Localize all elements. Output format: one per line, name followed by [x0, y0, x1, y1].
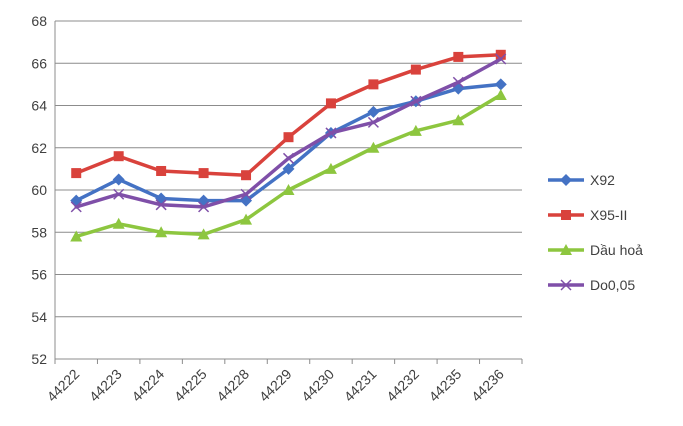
marker-stroke	[452, 76, 464, 88]
x-tick-label: 44225	[171, 366, 210, 405]
legend-marker	[561, 210, 571, 220]
marker-stroke	[410, 95, 422, 107]
series-X95-II	[71, 49, 506, 181]
data-point	[410, 64, 421, 75]
y-tick-label: 56	[31, 267, 47, 283]
data-point	[452, 76, 464, 88]
data-point	[495, 53, 507, 65]
data-point	[240, 188, 252, 200]
data-point	[198, 168, 209, 179]
series-Do0,05	[70, 53, 507, 213]
marker-stroke	[198, 201, 210, 213]
y-tick-label: 52	[31, 351, 47, 367]
marker-stroke	[282, 152, 295, 164]
series-layer	[70, 49, 507, 242]
data-point	[112, 217, 125, 229]
marker-stroke	[367, 116, 379, 128]
marker-stroke	[113, 188, 125, 200]
x-tick-label: 44224	[128, 366, 167, 405]
legend-marker	[560, 279, 572, 291]
marker-stroke	[70, 201, 82, 213]
marker-stroke	[560, 279, 572, 291]
y-tick-label: 66	[31, 55, 47, 71]
y-tick-label: 60	[31, 182, 47, 198]
y-axis: 52 54 56 58 60 62 64 66 68	[31, 13, 56, 367]
x-tick-label: 44232	[383, 366, 422, 405]
x-tick-label: 44222	[44, 366, 83, 405]
marker-stroke	[155, 199, 167, 211]
x-tick-label: 44231	[341, 366, 380, 405]
y-tick-label: 68	[31, 13, 47, 29]
data-point	[155, 226, 168, 238]
x-tick-label: 44228	[213, 366, 252, 405]
series-line	[74, 82, 503, 203]
data-point	[452, 114, 465, 126]
data-point	[410, 95, 422, 107]
legend-label: X92	[590, 172, 615, 188]
data-point	[112, 173, 125, 186]
data-point	[325, 127, 337, 139]
legend-marker	[560, 174, 572, 186]
data-point	[283, 132, 294, 143]
data-point	[197, 228, 210, 240]
data-point	[282, 162, 295, 175]
data-point	[113, 188, 125, 200]
x-tick-label: 44235	[426, 366, 465, 405]
marker-stroke	[495, 53, 507, 65]
x-tick-label: 44236	[468, 366, 507, 405]
data-point	[70, 201, 82, 213]
legend-item: Dầu hoả	[548, 242, 643, 258]
legend-item: Do0,05	[548, 277, 635, 293]
legend-item: X92	[548, 172, 615, 188]
data-point	[367, 105, 380, 118]
data-point	[282, 152, 295, 164]
data-point	[198, 201, 210, 213]
data-point	[453, 51, 464, 62]
x-axis: 44222 44223 44224 44225 44228 44229 44230 44231…	[44, 358, 523, 405]
data-point	[113, 151, 124, 162]
data-point	[409, 124, 422, 136]
legend-item: X95-II	[548, 207, 627, 223]
x-tick-label: 44229	[256, 366, 295, 405]
legend: X92 X95-II Dầu hoả Do0,05	[548, 172, 643, 293]
y-tick-label: 54	[31, 309, 47, 325]
data-point	[241, 170, 252, 181]
x-tick-label: 44230	[298, 366, 337, 405]
legend-label: X95-II	[590, 207, 627, 223]
legend-label: Do0,05	[590, 277, 635, 293]
data-point	[156, 165, 167, 176]
data-point	[325, 98, 336, 109]
data-point	[240, 213, 253, 225]
data-point	[71, 168, 82, 179]
data-point	[368, 79, 379, 90]
y-tick-label: 62	[31, 140, 47, 156]
data-point	[495, 49, 506, 60]
data-point	[155, 199, 167, 211]
marker-stroke	[240, 188, 252, 200]
data-point	[324, 162, 337, 174]
y-tick-label: 58	[31, 224, 47, 240]
data-point	[494, 88, 507, 100]
data-point	[494, 78, 507, 91]
data-point	[367, 141, 380, 153]
data-point	[70, 230, 83, 242]
legend-marker	[560, 244, 572, 255]
data-point	[282, 184, 295, 195]
marker-stroke	[325, 127, 337, 139]
series-Dầu hoả	[70, 88, 507, 242]
x-tick-label: 44223	[86, 366, 125, 405]
y-tick-label: 64	[31, 98, 47, 114]
data-point	[367, 116, 379, 128]
legend-label: Dầu hoả	[590, 242, 643, 258]
